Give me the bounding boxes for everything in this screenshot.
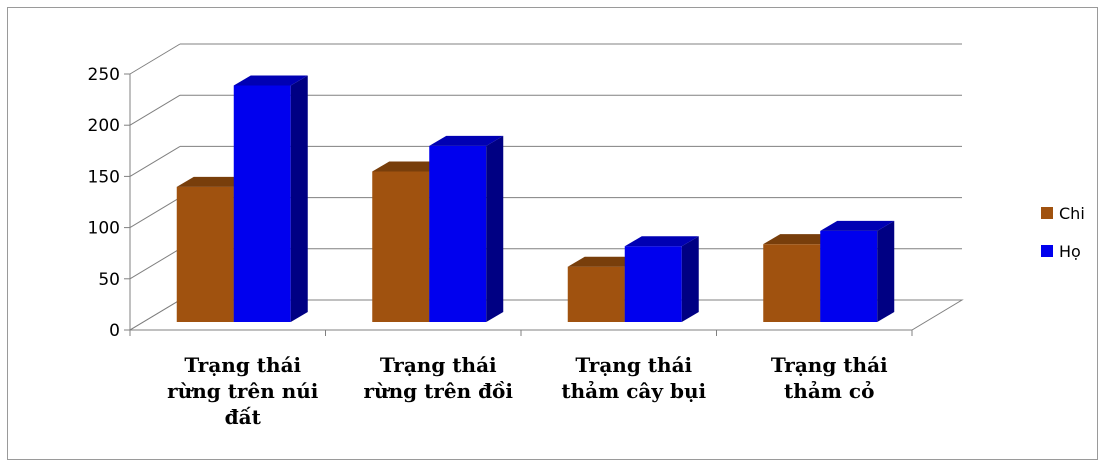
bar-top <box>233 75 308 86</box>
legend-label: Chi <box>1059 204 1085 223</box>
bar-front <box>429 145 487 322</box>
legend-label: Họ <box>1059 242 1081 261</box>
y-tick-label: 0 <box>109 321 120 341</box>
y-tick-label: 100 <box>88 219 120 239</box>
gridline-side <box>129 197 181 229</box>
bar-front <box>176 186 234 322</box>
bar-Họ-2 <box>624 236 699 322</box>
bar-top <box>567 256 642 267</box>
bar-front <box>624 246 682 322</box>
bar-side <box>290 75 308 323</box>
bar-top <box>820 220 895 231</box>
bar-side <box>681 236 699 322</box>
y-tick-label: 150 <box>88 167 120 187</box>
bar-top <box>624 236 699 247</box>
bar-top <box>763 234 838 245</box>
bar-top <box>372 161 447 172</box>
category-label: Trạng thái thảm cây bụi <box>561 353 706 403</box>
gridline-side <box>129 145 181 177</box>
x-category-labels: Trạng thái rừng trên núi đất Trạng thái rừng… <box>167 353 888 429</box>
category-label: Trạng thái rừng trên đồi <box>364 353 514 403</box>
gridline-side <box>129 299 181 331</box>
gridline-side <box>129 248 181 280</box>
category-label: Trạng thái rừng trên núi đất <box>167 353 319 429</box>
gridline-side <box>129 94 181 126</box>
bar-front <box>820 230 878 322</box>
bar-front <box>233 85 291 323</box>
bar-front <box>567 266 625 322</box>
y-tick-label: 200 <box>88 116 120 136</box>
bar-Họ-3 <box>820 220 895 322</box>
y-tick-label: 50 <box>98 270 120 290</box>
y-tick-labels: 0 50 100 150 200 250 <box>88 65 120 341</box>
bar-side <box>486 135 504 322</box>
bar-top <box>429 135 504 146</box>
gridline-side <box>129 43 181 75</box>
bar-side <box>877 220 895 322</box>
legend-swatch-Họ <box>1041 245 1053 257</box>
axes <box>124 73 913 336</box>
bar-Họ-1 <box>429 135 504 322</box>
bars <box>176 75 895 323</box>
bar-front <box>763 244 821 322</box>
category-label: Trạng thái thảm cỏ <box>771 353 888 403</box>
legend-swatch-Chi <box>1041 207 1053 219</box>
bar-Họ-0 <box>233 75 308 323</box>
gridlines <box>129 43 962 331</box>
bar-top <box>176 176 251 187</box>
bar-front <box>372 171 430 322</box>
y-tick-label: 250 <box>88 65 120 85</box>
legend: Chi Họ <box>1041 204 1085 261</box>
